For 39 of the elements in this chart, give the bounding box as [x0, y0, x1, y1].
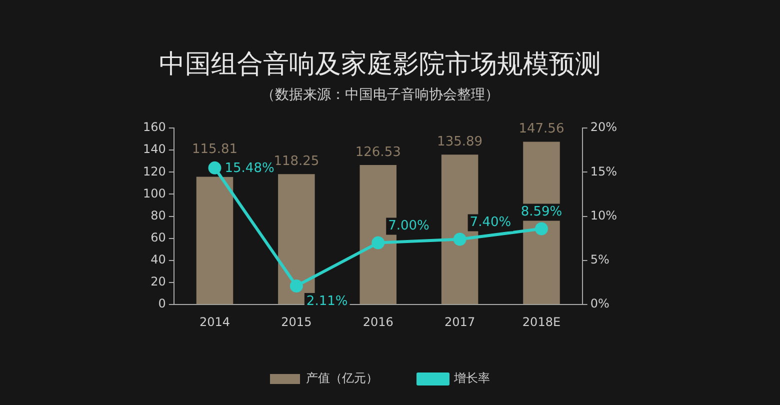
- y2-tick-label: 10%: [590, 208, 617, 222]
- y-tick-label: 120: [143, 164, 166, 178]
- data-label: 2.11%: [306, 294, 348, 309]
- chart-title: 中国组合音响及家庭影院市场规模预测: [159, 49, 601, 80]
- y2-tick-label: 20%: [590, 120, 617, 134]
- point: [372, 236, 385, 250]
- data-label: 135.89: [437, 134, 483, 150]
- chart-subtitle: （数据来源：中国电子音响协会整理）: [261, 87, 499, 104]
- data-label: 118.25: [274, 154, 320, 169]
- y-tick-label: 0: [158, 296, 166, 311]
- y-tick-label: 100: [143, 186, 166, 200]
- legend-label: 增长率: [453, 371, 490, 386]
- y-tick-label: 20: [150, 274, 166, 289]
- point: [453, 232, 466, 246]
- data-label: 8.59%: [520, 204, 562, 220]
- legend-label: 产值（亿元）: [306, 371, 378, 386]
- y2-tick-label: 0%: [590, 296, 610, 311]
- y2-tick-label: 15%: [590, 164, 617, 178]
- x-tick-label: 2016: [362, 314, 394, 329]
- data-label: 7.00%: [388, 218, 430, 234]
- data-label: 7.40%: [470, 215, 512, 230]
- point: [290, 279, 303, 292]
- y-tick-label: 140: [143, 142, 166, 156]
- data-label: 147.56: [518, 122, 564, 137]
- x-tick-label: 2017: [444, 314, 476, 329]
- data-label: 126.53: [355, 144, 401, 160]
- point: [208, 161, 222, 174]
- point: [534, 222, 548, 236]
- data-label: 115.81: [192, 142, 238, 157]
- y-tick-label: 160: [143, 120, 166, 134]
- y-tick-label: 80: [150, 208, 166, 222]
- y-tick-label: 60: [150, 230, 166, 244]
- y2-tick-label: 5%: [590, 252, 610, 267]
- x-tick-label: 2014: [199, 314, 230, 329]
- y-tick-label: 40: [150, 252, 166, 267]
- x-tick-label: 2018E: [522, 314, 561, 329]
- x-tick-label: 2015: [281, 314, 312, 329]
- data-label: 15.48%: [224, 160, 274, 176]
- bar: [196, 176, 234, 304]
